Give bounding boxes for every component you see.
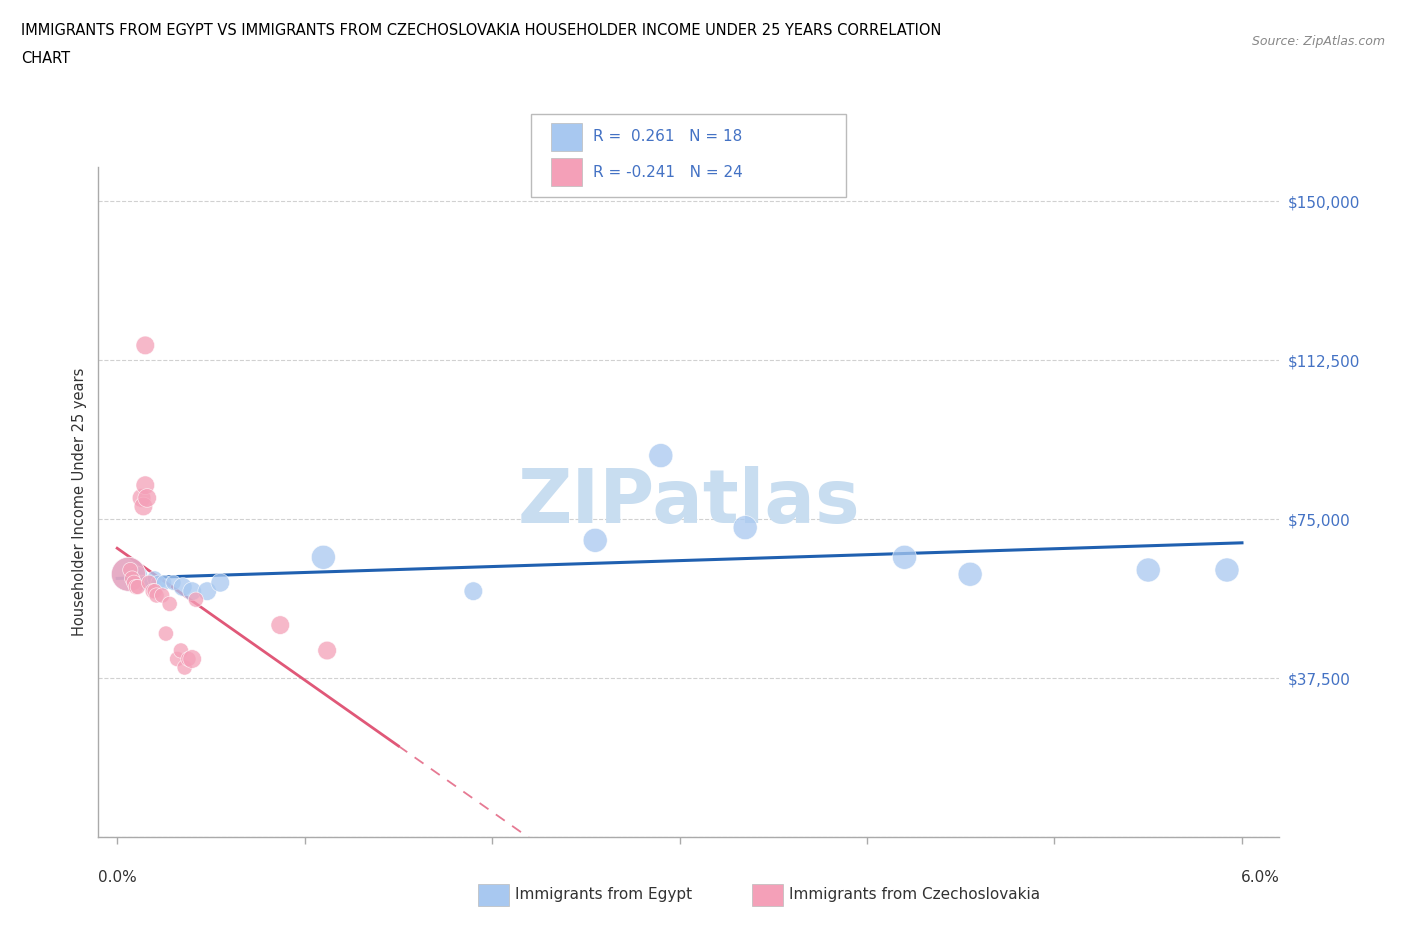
- Point: [125, 566, 148, 581]
- Point: [121, 571, 143, 586]
- Point: [159, 596, 181, 611]
- Point: [583, 533, 606, 548]
- Text: Source: ZipAtlas.com: Source: ZipAtlas.com: [1251, 35, 1385, 48]
- Text: IMMIGRANTS FROM EGYPT VS IMMIGRANTS FROM CZECHOSLOVAKIA HOUSEHOLDER INCOME UNDER: IMMIGRANTS FROM EGYPT VS IMMIGRANTS FROM…: [21, 23, 942, 38]
- Point: [134, 576, 156, 591]
- Point: [181, 584, 204, 599]
- Point: [150, 588, 173, 603]
- Point: [162, 576, 184, 591]
- Text: ZIPatlas: ZIPatlas: [517, 466, 860, 538]
- Point: [463, 584, 485, 599]
- Point: [734, 520, 756, 535]
- Point: [117, 566, 139, 581]
- Point: [136, 490, 159, 505]
- Point: [173, 660, 195, 675]
- Point: [316, 643, 339, 658]
- Point: [132, 499, 155, 514]
- Point: [125, 579, 148, 594]
- Point: [120, 563, 142, 578]
- Point: [172, 579, 194, 594]
- Point: [145, 588, 167, 603]
- Point: [148, 576, 170, 591]
- Point: [117, 566, 139, 581]
- Point: [893, 550, 915, 565]
- Point: [142, 584, 165, 599]
- Point: [170, 643, 193, 658]
- Point: [1137, 563, 1160, 578]
- Point: [127, 579, 149, 594]
- Point: [153, 576, 176, 591]
- Point: [269, 618, 291, 632]
- Point: [209, 576, 232, 591]
- Text: Immigrants from Czechoslovakia: Immigrants from Czechoslovakia: [789, 887, 1040, 902]
- Point: [131, 576, 153, 591]
- Point: [650, 448, 672, 463]
- Text: R = -0.241   N = 24: R = -0.241 N = 24: [593, 165, 744, 179]
- Point: [134, 338, 156, 352]
- Point: [143, 584, 166, 599]
- Text: R =  0.261   N = 18: R = 0.261 N = 18: [593, 129, 742, 144]
- Point: [122, 576, 145, 591]
- Point: [1216, 563, 1239, 578]
- Point: [959, 566, 981, 581]
- Point: [131, 490, 153, 505]
- Point: [134, 478, 156, 493]
- Point: [177, 652, 200, 667]
- Point: [128, 566, 150, 581]
- Point: [181, 652, 204, 667]
- Point: [143, 571, 166, 586]
- Point: [195, 584, 218, 599]
- Point: [155, 626, 177, 641]
- Point: [312, 550, 335, 565]
- Point: [184, 592, 207, 607]
- Text: 6.0%: 6.0%: [1240, 870, 1279, 884]
- Y-axis label: Householder Income Under 25 years: Householder Income Under 25 years: [72, 368, 87, 636]
- Point: [139, 576, 162, 591]
- Text: 0.0%: 0.0%: [98, 870, 138, 884]
- Point: [138, 576, 160, 591]
- Text: Immigrants from Egypt: Immigrants from Egypt: [515, 887, 692, 902]
- Text: CHART: CHART: [21, 51, 70, 66]
- Point: [166, 652, 188, 667]
